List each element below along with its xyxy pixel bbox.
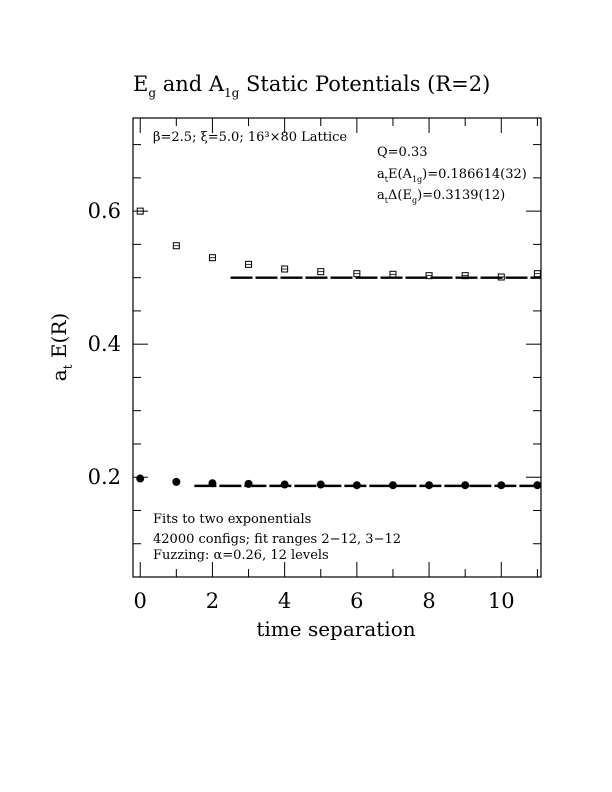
fit-energy-a1g: atE(A1g)=0.186614(32) — [377, 167, 527, 184]
fit-energy-a: a — [377, 167, 385, 182]
fit-delta-val: )=0.3139(12) — [417, 188, 505, 203]
data-points — [136, 207, 542, 490]
x-tick-label: 0 — [134, 589, 147, 613]
y-label-sub: t — [61, 364, 75, 369]
data-point-circle — [352, 481, 361, 490]
fit-delta-t: t — [385, 196, 389, 205]
tick-labels: 0 2 4 6 8 10 0.2 0.4 0.6 — [88, 199, 515, 613]
fit-delta-a: a — [377, 188, 385, 203]
title-prefix: E — [133, 72, 148, 96]
data-point-circle — [497, 481, 506, 490]
title-prefix-sub: g — [148, 86, 156, 100]
y-tick-label: 0.6 — [88, 199, 121, 223]
y-label-a: a — [47, 369, 71, 381]
note-fits: Fits to two exponentials — [153, 512, 311, 527]
x-tick-label: 10 — [488, 589, 515, 613]
data-point-circle — [425, 481, 434, 490]
y-axis-label: at E(R) — [47, 313, 75, 381]
fit-q: Q=0.33 — [377, 145, 428, 160]
data-point-circle — [280, 480, 289, 489]
fit-delta-sub: g — [412, 196, 417, 205]
fit-delta-mid: Δ(E — [388, 188, 412, 203]
x-tick-label: 6 — [350, 589, 363, 613]
fit-energy-t: t — [385, 175, 389, 184]
data-point-circle — [316, 480, 325, 489]
x-axis-label: time separation — [256, 617, 415, 641]
data-point-circle — [136, 474, 145, 483]
data-point-circle — [533, 481, 542, 490]
fit-lines — [194, 276, 541, 488]
data-point-circle — [461, 481, 470, 490]
title-suffix: Static Potentials (R=2) — [239, 72, 490, 96]
data-point-circle — [244, 479, 253, 488]
y-label-rest: E(R) — [47, 313, 71, 365]
title-mid: and A — [156, 72, 225, 96]
fit-energy-val: )=0.186614(32) — [422, 167, 527, 182]
fit-delta-eg: atΔ(Eg)=0.3139(12) — [377, 188, 505, 205]
plot-frame — [132, 117, 542, 578]
lattice-text: β=2.5; ξ=5.0; 16³×80 Lattice — [153, 130, 347, 145]
y-tick-label: 0.2 — [88, 465, 121, 489]
x-tick-label: 4 — [278, 589, 291, 613]
x-tick-label: 8 — [422, 589, 435, 613]
title-mid-sub: 1g — [224, 86, 240, 100]
x-tick-label: 2 — [206, 589, 219, 613]
note-fuzzing: Fuzzing: α=0.26, 12 levels — [153, 548, 329, 563]
chart-title: Eg and A1g Static Potentials (R=2) — [133, 72, 490, 100]
fit-energy-mid: E(A — [388, 167, 413, 182]
data-point-circle — [172, 477, 181, 486]
fit-energy-sub: 1g — [412, 175, 422, 184]
axis-ticks — [133, 118, 541, 578]
note-configs: 42000 configs; fit ranges 2−12, 3−12 — [153, 532, 401, 547]
data-point-circle — [388, 481, 397, 490]
y-tick-label: 0.4 — [88, 332, 121, 356]
data-point-circle — [208, 479, 217, 488]
